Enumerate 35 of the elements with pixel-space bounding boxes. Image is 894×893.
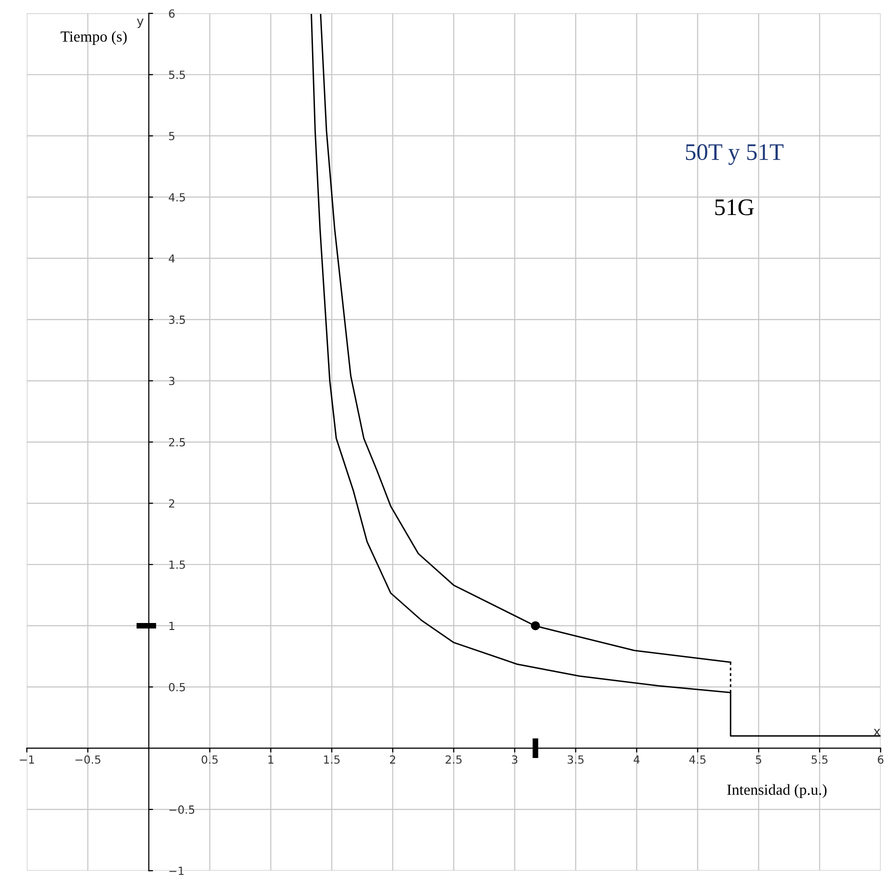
x-tick-label: 5 <box>756 755 762 764</box>
x-tick-label: 5.5 <box>812 755 828 764</box>
x-tick-label: 2 <box>390 755 396 764</box>
x-tick-label: −0.5 <box>75 755 100 764</box>
y-tick-label: 6 <box>169 9 175 18</box>
annotation: x <box>874 728 880 736</box>
line-series <box>310 14 881 737</box>
x-axis-title: Intensidad (p.u.) <box>727 784 827 798</box>
y-axis-title: Tiempo (s) <box>60 30 127 45</box>
x-tick-label: 3 <box>512 755 518 764</box>
annotation: 50T y 51T <box>686 144 784 165</box>
y-tick-label: 4 <box>168 254 175 263</box>
y-tick-label: 3 <box>169 376 174 386</box>
y-tick-label: −1 <box>169 866 184 875</box>
x-tick-label: −1 <box>20 755 34 764</box>
y-tick-label: 5.5 <box>169 70 185 80</box>
annotation: 51G <box>715 199 754 216</box>
y-tick-label: −0.5 <box>169 805 194 814</box>
y-tick-label: 3.5 <box>169 316 185 324</box>
y-tick-label: 2.5 <box>169 438 185 446</box>
y-tick-label: 1 <box>169 622 174 630</box>
x-tick-label: 3.5 <box>568 755 584 764</box>
annotation: y <box>136 18 144 28</box>
x-tick-label: 4.5 <box>689 755 706 764</box>
x-tick-label: 1.5 <box>324 755 340 764</box>
x-tick-label: 2.5 <box>446 755 462 764</box>
x-tick-label: 4 <box>634 755 640 764</box>
y-tick-label: 0.5 <box>168 682 185 692</box>
x-tick-label: 6 <box>878 755 884 764</box>
y-tick-label: 4.5 <box>168 193 185 202</box>
y-tick-label: 5 <box>169 132 174 140</box>
x-tick-label: 1 <box>268 755 274 764</box>
y-tick-label: 2 <box>169 499 174 508</box>
y-tick-label: 1.5 <box>169 560 185 569</box>
x-tick-label: 0.5 <box>202 755 218 764</box>
